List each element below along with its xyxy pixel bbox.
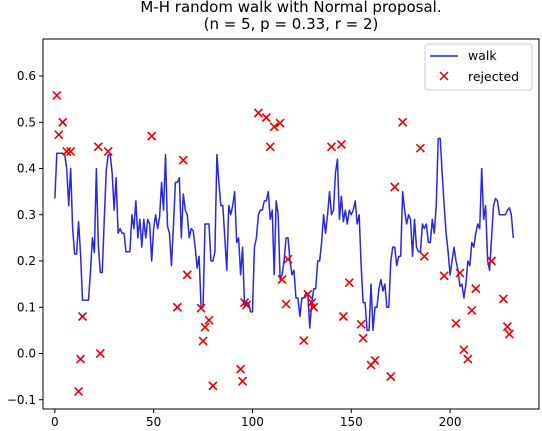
rejected-point — [415, 143, 425, 153]
rejected-point — [52, 90, 62, 100]
rejected-point — [356, 319, 366, 329]
y-tick-label: 0.1 — [17, 300, 36, 314]
rejected-point — [459, 345, 469, 355]
y-tick-label: 0.3 — [17, 208, 36, 222]
rejected-point — [58, 117, 68, 127]
rejected-point — [200, 322, 210, 332]
legend: walk rejected — [424, 43, 533, 91]
y-axis: −0.1 0.0 0.1 0.2 0.3 0.4 0.5 0.6 — [7, 69, 43, 407]
rejected-point — [147, 131, 157, 141]
y-tick-label: −0.1 — [7, 393, 36, 407]
plot-area — [52, 90, 515, 396]
rejected-point — [172, 302, 182, 312]
rejected-point — [238, 376, 248, 386]
rejected-point — [236, 364, 246, 374]
rejected-point — [471, 284, 481, 294]
rejected-point — [307, 298, 317, 308]
rejected-point — [283, 254, 293, 264]
x-tick-label: 100 — [241, 415, 264, 429]
rejected-point — [103, 146, 113, 156]
rejected-point — [309, 302, 319, 312]
rejected-point — [265, 142, 275, 152]
rejected-point — [198, 336, 208, 346]
rejected-point — [75, 354, 86, 364]
walk-series — [54, 137, 515, 332]
rejected-point — [261, 113, 271, 123]
rejected-point — [398, 117, 408, 127]
rejected-point — [326, 142, 337, 152]
rejected-point — [241, 300, 252, 310]
rejected-point — [336, 139, 346, 150]
rejected-point — [277, 274, 287, 285]
rejected-point — [439, 271, 449, 281]
rejected-point — [344, 278, 354, 288]
rejected-point — [487, 256, 497, 266]
rejected-point — [463, 354, 473, 364]
rejected-point — [467, 305, 477, 316]
y-tick-label: 0.6 — [17, 69, 36, 83]
legend-rejected-marker — [439, 71, 449, 81]
rejected-point — [95, 348, 105, 359]
y-tick-label: 0.5 — [17, 115, 36, 129]
chart-subtitle: (n = 5, p = 0.33, r = 2) — [204, 15, 379, 33]
rejected-point — [269, 122, 279, 132]
rejected-point — [370, 355, 380, 366]
rejected-point — [386, 372, 396, 382]
rejected-point — [208, 381, 218, 391]
rejected-point — [93, 142, 103, 152]
rejected-point — [196, 303, 206, 313]
rejected-point — [77, 311, 88, 322]
rejected-point — [299, 335, 309, 346]
x-tick-label: 50 — [146, 415, 161, 429]
rejected-point — [502, 322, 512, 332]
rejected-point — [204, 315, 214, 325]
axes-frame — [42, 38, 540, 410]
rejected-series — [52, 90, 514, 396]
rejected-point — [358, 333, 368, 343]
rejected-point — [66, 146, 76, 156]
rejected-point — [182, 270, 192, 280]
rejected-point — [338, 311, 348, 322]
rejected-point — [419, 251, 429, 261]
y-tick-label: 0.2 — [17, 254, 36, 268]
walk-line — [54, 137, 515, 332]
x-axis: 0 50 100 150 200 — [51, 409, 462, 429]
rejected-point — [390, 182, 400, 192]
rejected-point — [74, 386, 84, 396]
y-tick-label: 0.4 — [17, 162, 36, 176]
rejected-point — [62, 146, 72, 156]
x-tick-label: 200 — [439, 415, 462, 429]
rejected-point — [253, 108, 263, 118]
rejected-point — [275, 118, 285, 128]
rejected-point — [178, 155, 188, 165]
rejected-point — [54, 130, 64, 140]
chart-title: M-H random walk with Normal proposal. — [140, 0, 441, 16]
y-tick-label: 0.0 — [17, 347, 36, 361]
rejected-point — [281, 299, 291, 309]
rejected-point — [504, 329, 514, 339]
rejected-point — [303, 289, 313, 299]
x-tick-label: 0 — [51, 415, 59, 429]
rejected-point — [455, 268, 465, 278]
x-tick-label: 150 — [340, 415, 363, 429]
rejected-point — [498, 294, 508, 304]
legend-rejected-label: rejected — [468, 69, 519, 84]
legend-walk-label: walk — [468, 48, 497, 63]
rejected-point — [451, 318, 461, 329]
